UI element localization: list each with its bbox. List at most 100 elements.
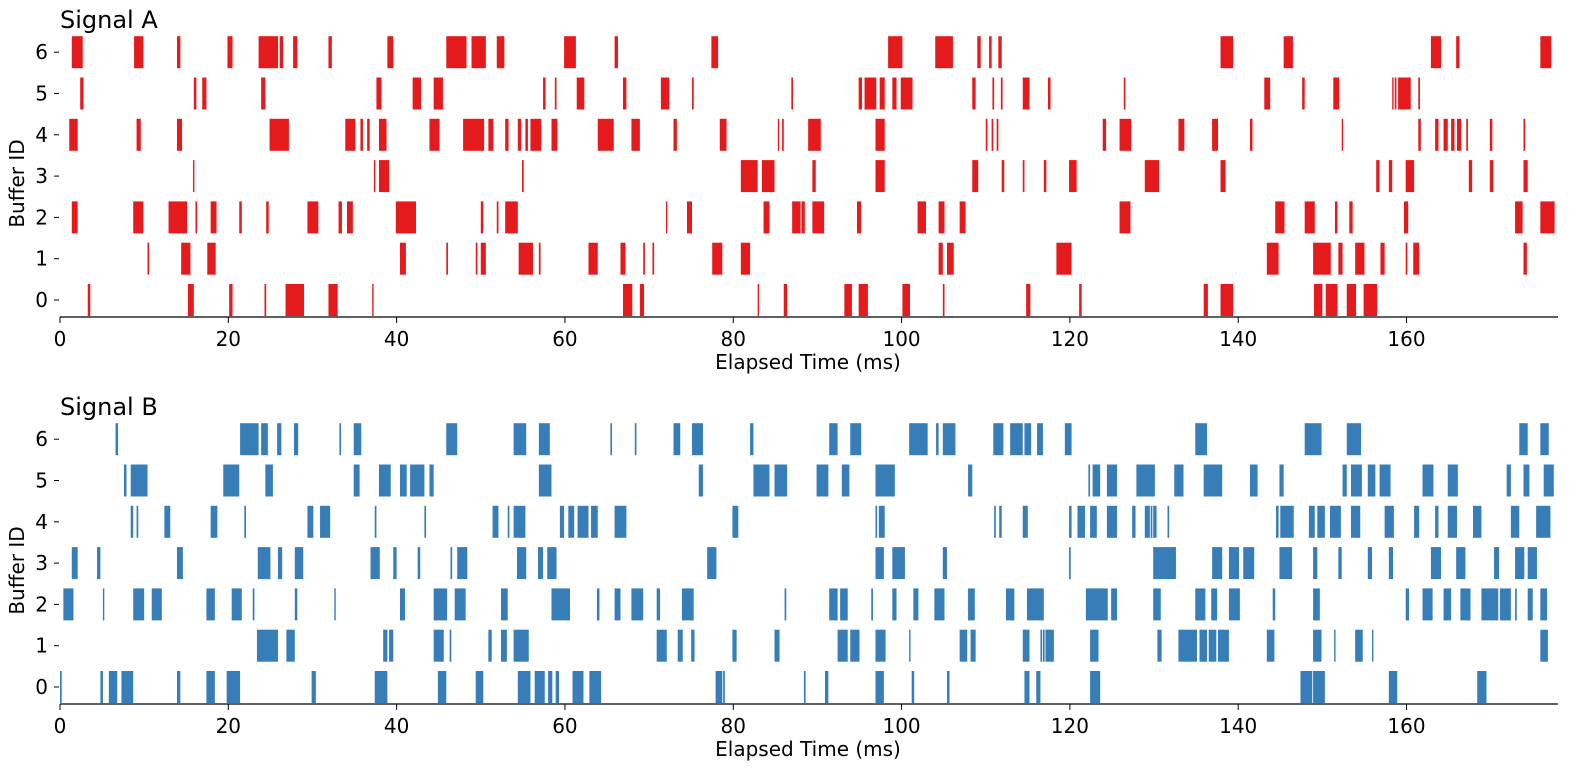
event-bar-buffer-2 <box>433 588 448 621</box>
event-bar-buffer-0 <box>1300 671 1313 703</box>
event-bar-buffer-5 <box>1088 464 1091 497</box>
event-bar-buffer-3 <box>257 547 271 580</box>
event-bar-buffer-1 <box>1540 629 1548 662</box>
event-bar-buffer-2 <box>840 588 848 621</box>
event-bar-buffer-2 <box>1349 201 1353 234</box>
event-bar-buffer-1 <box>513 629 529 662</box>
event-bar-buffer-4 <box>1536 505 1551 538</box>
event-bar-buffer-2 <box>1499 588 1511 621</box>
event-bar-buffer-2 <box>959 201 966 234</box>
event-bar-buffer-1 <box>850 629 860 662</box>
event-bar-buffer-4 <box>517 118 522 151</box>
event-bar-buffer-3 <box>176 547 183 580</box>
event-bar-buffer-0 <box>824 671 829 703</box>
event-bar-buffer-2 <box>551 588 570 621</box>
event-bar-buffer-2 <box>346 201 353 234</box>
event-bar-buffer-3 <box>1388 547 1394 580</box>
event-bar-buffer-3 <box>373 160 376 193</box>
event-bar-buffer-0 <box>187 284 194 316</box>
event-bar-buffer-2 <box>210 201 217 234</box>
event-bar-buffer-5 <box>1379 464 1391 497</box>
event-bar-buffer-5 <box>576 77 585 110</box>
event-bar-buffer-2 <box>338 201 342 234</box>
event-bar-buffer-5 <box>412 77 422 110</box>
event-bar-buffer-4 <box>732 505 739 538</box>
event-bar-buffer-1 <box>518 242 533 275</box>
event-bar-buffer-6 <box>71 36 83 69</box>
event-bar-buffer-5 <box>433 77 443 110</box>
event-bar-buffer-3 <box>370 547 380 580</box>
event-bar-buffer-2 <box>631 588 644 621</box>
event-bar-buffer-5 <box>130 464 148 497</box>
event-bar-buffer-1 <box>1040 629 1043 662</box>
event-bar-buffer-0 <box>1220 284 1234 316</box>
event-bar-buffer-1 <box>1380 242 1385 275</box>
event-bar-buffer-5 <box>660 77 670 110</box>
event-bar-buffer-4 <box>1249 118 1253 151</box>
event-bar-buffer-2 <box>307 201 319 234</box>
x-tick-label: 160 <box>1387 327 1425 351</box>
event-bar-buffer-2 <box>871 588 873 621</box>
event-bar-buffer-4 <box>1329 505 1341 538</box>
event-bar-buffer-2 <box>1228 588 1240 621</box>
chart-title: Signal A <box>60 6 158 34</box>
event-bar-buffer-5 <box>429 464 434 497</box>
event-bar-buffer-2 <box>934 588 945 621</box>
event-bar-buffer-4 <box>591 505 598 538</box>
y-tick-label: 4 <box>35 123 48 147</box>
event-bar-buffer-3 <box>547 547 557 580</box>
event-bar-buffer-4 <box>1418 118 1421 151</box>
event-bar-buffer-2 <box>1304 201 1315 234</box>
event-bar-buffer-2 <box>395 201 416 234</box>
event-bar-buffer-2 <box>856 201 862 234</box>
event-bar-buffer-5 <box>1523 464 1530 497</box>
event-bar-buffer-6 <box>750 423 754 456</box>
event-bar-buffer-2 <box>1405 588 1410 621</box>
event-bar-buffer-3 <box>875 547 884 580</box>
event-bar-buffer-6 <box>1220 36 1234 69</box>
event-bar-buffer-6 <box>293 36 298 69</box>
event-bar-buffer-6 <box>1519 423 1528 456</box>
event-bar-buffer-5 <box>538 464 552 497</box>
event-bar-buffer-6 <box>888 36 903 69</box>
event-bar-buffer-2 <box>1313 588 1320 621</box>
event-bar-buffer-2 <box>801 201 805 234</box>
y-tick-label: 0 <box>35 288 48 312</box>
event-bar-buffer-4 <box>1466 118 1468 151</box>
event-bar-buffer-3 <box>1376 160 1380 193</box>
event-bar-buffer-4 <box>1280 505 1294 538</box>
event-bar-buffer-0 <box>942 284 945 316</box>
event-bar-buffer-6 <box>328 36 332 69</box>
event-bar-buffer-6 <box>634 423 637 456</box>
event-bar-buffer-6 <box>909 423 928 456</box>
event-bar-buffer-6 <box>1195 423 1208 456</box>
event-bar-buffer-2 <box>938 201 945 234</box>
event-bar-buffer-4 <box>269 118 289 151</box>
event-bar-buffer-0 <box>475 671 484 703</box>
event-bar-buffer-0 <box>1363 284 1378 316</box>
event-bar-buffer-6 <box>1346 423 1362 456</box>
event-bar-buffer-3 <box>1043 160 1047 193</box>
event-bar-buffer-5 <box>1174 464 1184 497</box>
event-bar-buffer-4 <box>1102 118 1107 151</box>
event-bar-buffer-2 <box>195 201 198 234</box>
event-bar-buffer-0 <box>1026 284 1031 316</box>
event-bar-buffer-0 <box>623 284 633 316</box>
event-bar-buffer-1 <box>588 242 598 275</box>
event-bar-buffer-5 <box>879 77 885 110</box>
event-bar-buffer-0 <box>1346 284 1357 316</box>
event-bar-buffer-1 <box>970 629 976 662</box>
event-bar-buffer-3 <box>1468 160 1473 193</box>
event-bar-buffer-6 <box>610 423 613 456</box>
event-bar-buffer-1 <box>1042 629 1045 662</box>
event-bar-buffer-1 <box>774 629 780 662</box>
event-bar-buffer-4 <box>492 505 499 538</box>
event-bar-buffer-0 <box>328 284 338 316</box>
event-bar-buffer-1 <box>909 629 911 662</box>
event-bar-buffer-2 <box>239 201 242 234</box>
event-bar-buffer-5 <box>265 464 273 497</box>
event-bar-buffer-2 <box>168 201 188 234</box>
event-bar-buffer-3 <box>393 547 397 580</box>
event-bar-buffer-5 <box>892 77 897 110</box>
